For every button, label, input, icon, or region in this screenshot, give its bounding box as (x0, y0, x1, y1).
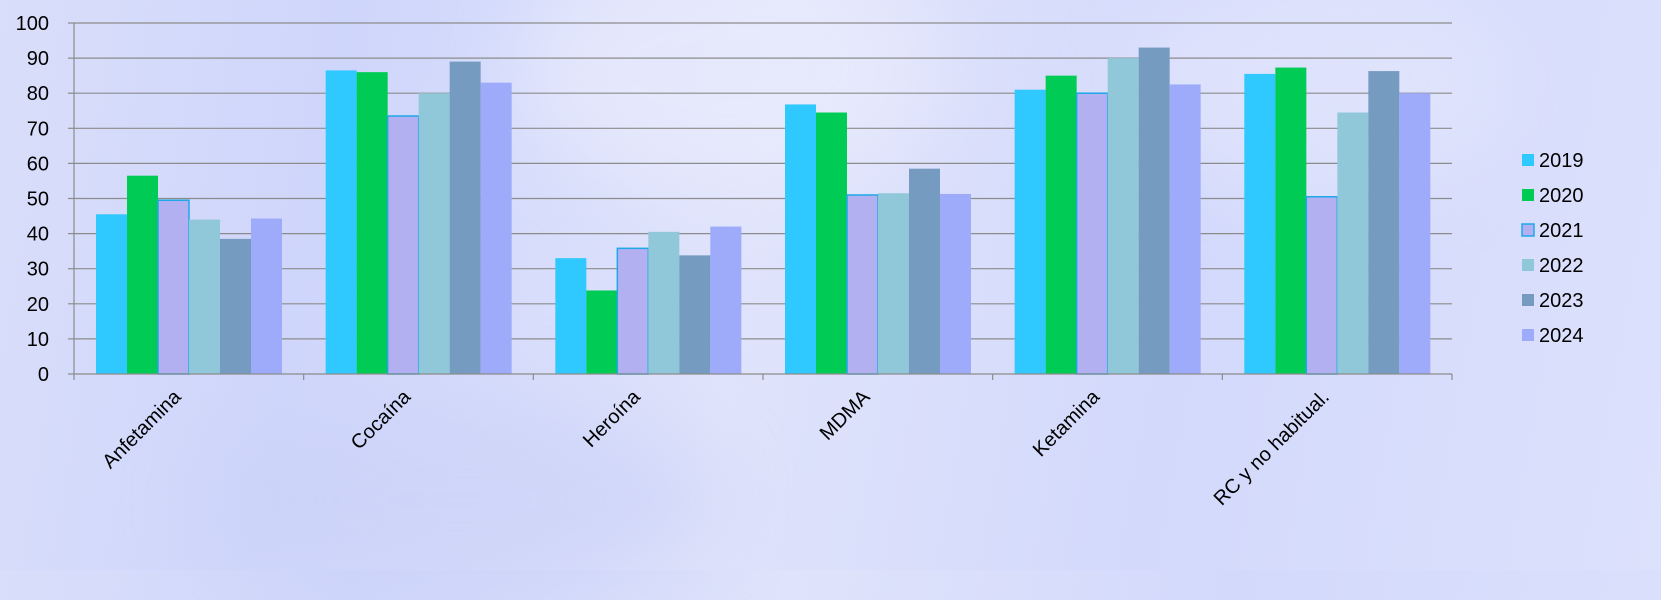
bar-2019-Anfetamina (96, 214, 127, 374)
legend-label-2021: 2021 (1539, 220, 1584, 242)
y-tick-label: 20 (27, 294, 49, 316)
legend-swatch-2020 (1522, 189, 1534, 201)
bar-2021-Cocaína (386, 115, 420, 375)
bar-2024-Ketamina (1169, 84, 1201, 375)
y-tick-label: 0 (38, 364, 49, 386)
legend-swatch-2023 (1522, 294, 1534, 306)
y-tick-label: 40 (27, 224, 49, 246)
y-tick-label: 60 (27, 153, 49, 175)
bar-2019-Cocaína (325, 70, 357, 374)
bar-2020-Anfetamina (127, 175, 158, 374)
bar-2021-MDMA (846, 194, 879, 375)
bar-2022-Heroína (648, 231, 680, 374)
bar-2020-RC y no habitual. (1275, 67, 1307, 375)
x-category-label: MDMA (816, 386, 875, 445)
bar-2020-Ketamina (1045, 75, 1077, 375)
x-category-label: RC y no habitual. (1210, 386, 1334, 510)
bar-2023-Heroína (679, 255, 711, 374)
bar-2019-Ketamina (1014, 89, 1046, 374)
y-tick-label: 90 (27, 48, 49, 70)
y-axis-ticks: 0 10 20 30 40 50 60 70 80 90 100 (16, 13, 74, 386)
bar-2024-MDMA (940, 193, 971, 374)
bar-2021-Heroína (616, 247, 650, 375)
bar-2022-Cocaína (418, 93, 450, 374)
legend-label-2020: 2020 (1539, 185, 1584, 207)
bar-2019-MDMA (785, 104, 816, 374)
legend-label-2019: 2019 (1539, 150, 1584, 172)
bar-2022-Anfetamina (189, 219, 220, 374)
bar-2022-RC y no habitual. (1337, 112, 1369, 374)
y-tick-label: 70 (27, 118, 49, 140)
bar-2022-Ketamina (1107, 58, 1139, 374)
legend-swatch-2022 (1522, 259, 1534, 271)
x-category-label: Ketamina (1029, 385, 1105, 461)
bar-2020-MDMA (816, 112, 847, 374)
bar-2020-Cocaína (356, 72, 388, 374)
bar-2024-RC y no habitual. (1399, 93, 1431, 374)
bar-2020-Heroína (586, 290, 618, 374)
bar-2021-Anfetamina (157, 199, 190, 375)
bar-2019-Heroína (555, 258, 587, 374)
legend-swatch-2024 (1522, 329, 1534, 341)
bar-2023-Ketamina (1138, 47, 1170, 374)
x-category-label: Anfetamina (98, 385, 186, 473)
y-tick-label: 100 (16, 13, 49, 35)
background-blob (200, 400, 720, 600)
bar-2024-Anfetamina (251, 218, 282, 374)
bar-2024-Cocaína (480, 82, 512, 375)
x-axis-labels: Anfetamina Cocaína Heroína MDMA Ketamina RC y… (98, 385, 1333, 510)
bar-2023-Anfetamina (220, 238, 251, 374)
bars (96, 47, 1431, 375)
legend-label-2023: 2023 (1539, 290, 1584, 312)
legend-label-2024: 2024 (1539, 325, 1584, 347)
bar-2021-Ketamina (1075, 92, 1109, 375)
bar-2019-RC y no habitual. (1244, 73, 1276, 375)
legend-label-2022: 2022 (1539, 255, 1584, 277)
legend: 2019 2020 2021 2022 2023 2024 (1521, 150, 1584, 347)
gridlines (74, 22, 1452, 340)
x-category-label: Cocaína (347, 385, 416, 454)
bar-2023-MDMA (909, 168, 940, 374)
y-tick-label: 50 (27, 189, 49, 211)
bar-chart: 0 10 20 30 40 50 60 70 80 90 100 Anfetamina Cocaína… (16, 13, 1584, 510)
bar-2024-Heroína (710, 226, 742, 374)
y-tick-label: 30 (27, 259, 49, 281)
legend-swatch-2019 (1522, 154, 1534, 166)
y-tick-label: 10 (27, 329, 49, 351)
bar-2023-Cocaína (449, 61, 481, 375)
bar-2022-MDMA (878, 193, 909, 374)
legend-swatch-2021 (1521, 223, 1535, 237)
bar-2021-RC y no habitual. (1305, 195, 1339, 375)
x-category-label: Heroína (579, 385, 645, 451)
axes (73, 23, 1453, 380)
bar-2023-RC y no habitual. (1368, 71, 1400, 374)
background-blob (520, 0, 940, 200)
y-tick-label: 80 (27, 83, 49, 105)
